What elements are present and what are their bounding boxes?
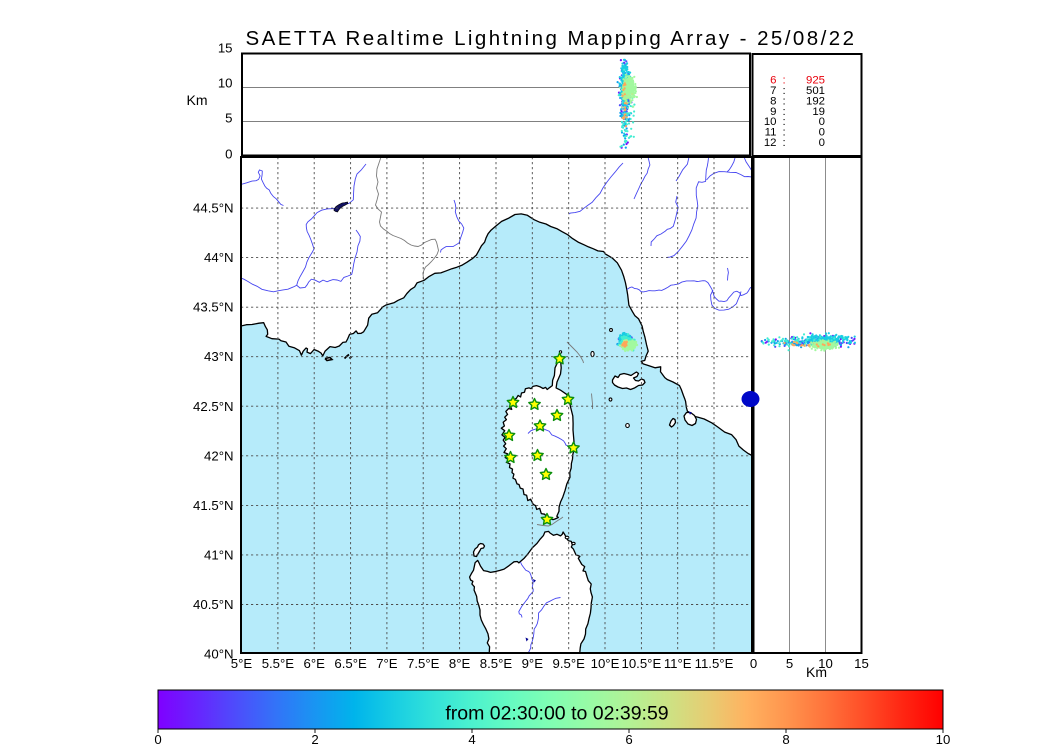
svg-text:0: 0 (819, 137, 825, 149)
svg-text:7°E: 7°E (376, 656, 398, 671)
svg-text:43.5°N: 43.5°N (193, 300, 233, 315)
svg-text:from 02:30:00 to 02:39:59: from 02:30:00 to 02:39:59 (445, 703, 668, 725)
svg-text:Km: Km (187, 92, 208, 108)
svg-text:12: 12 (764, 137, 777, 149)
svg-text:4: 4 (468, 732, 475, 747)
svg-text:41°N: 41°N (204, 547, 233, 562)
svg-text:9°E: 9°E (522, 656, 544, 671)
svg-text:19: 19 (812, 106, 825, 118)
svg-text:41.5°N: 41.5°N (193, 498, 233, 513)
svg-text:44.5°N: 44.5°N (193, 201, 233, 216)
svg-text:6.5°E: 6.5°E (334, 656, 367, 671)
svg-text::: : (783, 95, 786, 107)
svg-text::: : (783, 137, 786, 149)
svg-text:8.5°E: 8.5°E (480, 656, 513, 671)
svg-text:0: 0 (750, 656, 757, 671)
svg-text::: : (783, 116, 786, 128)
svg-text::: : (783, 85, 786, 97)
svg-text:42.5°N: 42.5°N (193, 399, 233, 414)
svg-text:15: 15 (854, 656, 869, 671)
svg-text:8: 8 (770, 95, 776, 107)
svg-text:10: 10 (936, 732, 951, 747)
svg-text:0: 0 (819, 127, 825, 139)
svg-text:40°N: 40°N (204, 647, 233, 662)
svg-text:7: 7 (770, 85, 776, 97)
svg-text:11: 11 (765, 127, 777, 139)
svg-text:15: 15 (218, 41, 233, 56)
svg-text:11°E: 11°E (664, 656, 692, 671)
svg-text:9: 9 (770, 106, 776, 118)
svg-text:192: 192 (806, 95, 825, 107)
svg-text:10: 10 (218, 75, 233, 90)
svg-text:5: 5 (786, 656, 793, 671)
svg-text:6: 6 (625, 732, 632, 747)
svg-text:10°E: 10°E (591, 656, 620, 671)
svg-text:2: 2 (311, 732, 318, 747)
svg-text::: : (783, 127, 786, 139)
svg-text:44°N: 44°N (204, 250, 233, 265)
svg-text:SAETTA Realtime Lightning Mapp: SAETTA Realtime Lightning Mapping Array … (246, 27, 857, 50)
svg-text:10: 10 (764, 116, 777, 128)
svg-text:11.5°E: 11.5°E (695, 656, 734, 671)
svg-text:0: 0 (225, 147, 232, 162)
svg-text:5°E: 5°E (231, 656, 253, 671)
svg-text:925: 925 (806, 75, 825, 87)
svg-text:0: 0 (819, 116, 825, 128)
svg-text::: : (783, 106, 786, 118)
svg-text:9.5°E: 9.5°E (552, 656, 585, 671)
svg-text:Km: Km (806, 664, 827, 680)
svg-text:8: 8 (782, 732, 789, 747)
svg-text:5: 5 (225, 110, 232, 125)
svg-text:7.5°E: 7.5°E (407, 656, 440, 671)
svg-text:40.5°N: 40.5°N (193, 597, 233, 612)
svg-text:501: 501 (806, 85, 825, 97)
svg-text:10: 10 (818, 656, 833, 671)
svg-text:5.5°E: 5.5°E (262, 656, 295, 671)
svg-text:43°N: 43°N (204, 349, 233, 364)
svg-text:6°E: 6°E (303, 656, 325, 671)
svg-text::: : (783, 75, 786, 87)
svg-text:6: 6 (770, 75, 776, 87)
svg-text:8°E: 8°E (449, 656, 471, 671)
svg-text:10.5°E: 10.5°E (622, 656, 662, 671)
svg-text:42°N: 42°N (204, 448, 233, 463)
svg-text:0: 0 (154, 732, 161, 747)
